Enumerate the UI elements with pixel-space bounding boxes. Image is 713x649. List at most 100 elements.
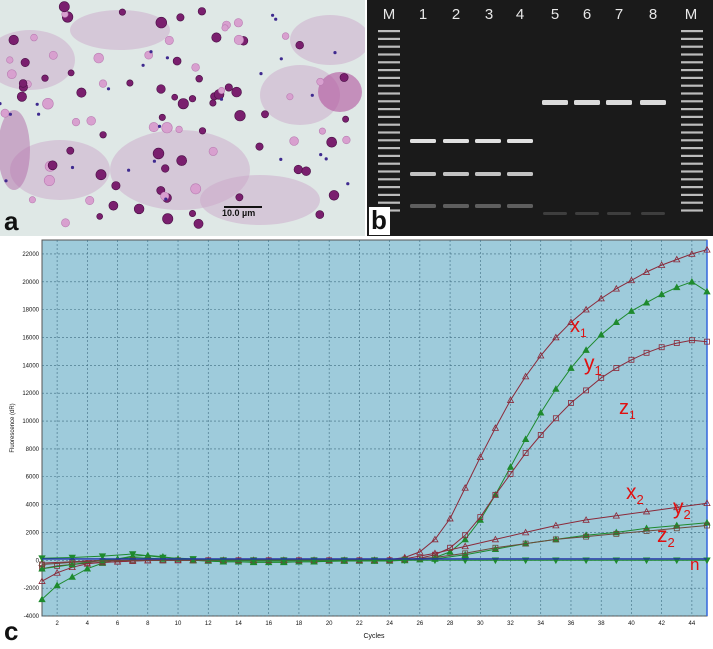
bacteria-dot xyxy=(310,93,314,97)
data-point xyxy=(627,276,636,284)
y-tick-label: 14000 xyxy=(22,363,39,369)
cell xyxy=(318,127,326,135)
cell xyxy=(133,203,145,215)
faint-band xyxy=(543,212,567,215)
bacteria-dot xyxy=(152,159,156,163)
data-point xyxy=(506,396,515,403)
cell xyxy=(148,122,159,133)
data-point xyxy=(68,573,76,580)
cell xyxy=(293,164,303,175)
cell xyxy=(95,169,107,181)
series-label-main: x xyxy=(570,315,580,337)
x-tick-label: 30 xyxy=(477,621,484,627)
data-point xyxy=(704,522,710,529)
data-point xyxy=(612,511,620,519)
data-point xyxy=(673,525,680,532)
panel-letter-a: a xyxy=(4,206,19,236)
micrograph-panel: 10.0 µm a xyxy=(0,0,365,236)
lane-label-7: 7 xyxy=(614,6,624,23)
cell xyxy=(189,210,197,218)
data-point xyxy=(704,338,710,345)
cell xyxy=(8,34,19,46)
data-point xyxy=(522,450,529,456)
series-label-sub: 1 xyxy=(580,326,587,340)
data-point xyxy=(567,364,575,371)
ladder-band xyxy=(378,193,400,196)
series-label-main: x xyxy=(626,481,637,504)
series-label-main: y xyxy=(584,352,595,375)
cell xyxy=(162,213,174,225)
cell xyxy=(48,50,58,60)
cell xyxy=(315,210,325,219)
data-point xyxy=(703,499,711,507)
lane-label-M-left: M xyxy=(382,6,396,23)
y-tick-label: 8000 xyxy=(26,447,40,453)
data-point xyxy=(461,484,469,491)
data-point xyxy=(461,542,469,550)
x-tick-label: 28 xyxy=(447,621,454,627)
data-point xyxy=(598,374,605,381)
cell xyxy=(99,131,107,139)
data-point xyxy=(492,491,499,498)
panel-letter-c: c xyxy=(4,616,19,646)
sample-band xyxy=(640,100,666,105)
data-point xyxy=(582,516,590,523)
x-tick-label: 36 xyxy=(568,621,575,627)
ladder-band xyxy=(378,139,400,142)
ladder-band xyxy=(378,108,400,111)
data-point xyxy=(628,356,635,363)
cell xyxy=(171,93,178,101)
x-tick-label: 40 xyxy=(628,621,635,627)
lane-label-4: 4 xyxy=(515,6,525,23)
series-label-main: n xyxy=(690,555,699,574)
cell xyxy=(67,69,75,77)
cell xyxy=(281,32,290,40)
cell xyxy=(233,34,244,45)
cell xyxy=(261,110,269,119)
y-tick-label: 0 xyxy=(36,558,40,564)
data-point xyxy=(522,540,529,547)
data-point xyxy=(583,533,589,540)
panel-letter-b: b xyxy=(369,207,390,235)
data-point xyxy=(688,337,695,344)
cell xyxy=(234,110,246,122)
x-tick-label: 20 xyxy=(326,621,333,627)
sample-band xyxy=(507,139,533,143)
data-point xyxy=(688,250,696,257)
data-point xyxy=(477,514,484,521)
bacteria-dot xyxy=(279,157,283,161)
data-point xyxy=(703,518,711,526)
cell xyxy=(231,86,242,98)
bacteria-dot xyxy=(141,63,145,67)
ladder-band xyxy=(681,45,703,48)
cell xyxy=(18,79,28,88)
series-label-sub: 2 xyxy=(684,507,691,522)
ladder-band xyxy=(681,201,703,204)
series-label-sub: 2 xyxy=(637,492,644,507)
x-tick-label: 32 xyxy=(507,621,514,627)
y-tick-label: 10000 xyxy=(22,419,39,425)
bacteria-dot xyxy=(274,17,278,21)
cell xyxy=(20,57,30,67)
ladder-band xyxy=(681,37,703,40)
ladder-band xyxy=(378,76,400,79)
sample-band xyxy=(606,100,632,105)
ladder-band xyxy=(681,69,703,72)
cell xyxy=(66,146,75,155)
ladder-band xyxy=(681,61,703,64)
x-tick-label: 24 xyxy=(386,621,393,627)
cell xyxy=(86,116,96,126)
ladder-band xyxy=(378,92,400,95)
sample-band xyxy=(475,204,501,208)
cell xyxy=(85,196,95,206)
cell xyxy=(47,160,58,171)
data-point xyxy=(673,503,681,511)
bacteria-dot xyxy=(271,13,275,17)
ladder-band xyxy=(378,84,400,87)
data-point xyxy=(83,564,92,572)
stain-patch xyxy=(290,15,365,65)
data-point xyxy=(68,560,76,568)
bacteria-dot xyxy=(35,102,39,106)
cell xyxy=(342,135,351,145)
chart-axes: 2 4 6 8 10 12 14 16 18 20 22 24 26 28 30 32 34 36 38 40 42 44… xyxy=(22,240,708,627)
